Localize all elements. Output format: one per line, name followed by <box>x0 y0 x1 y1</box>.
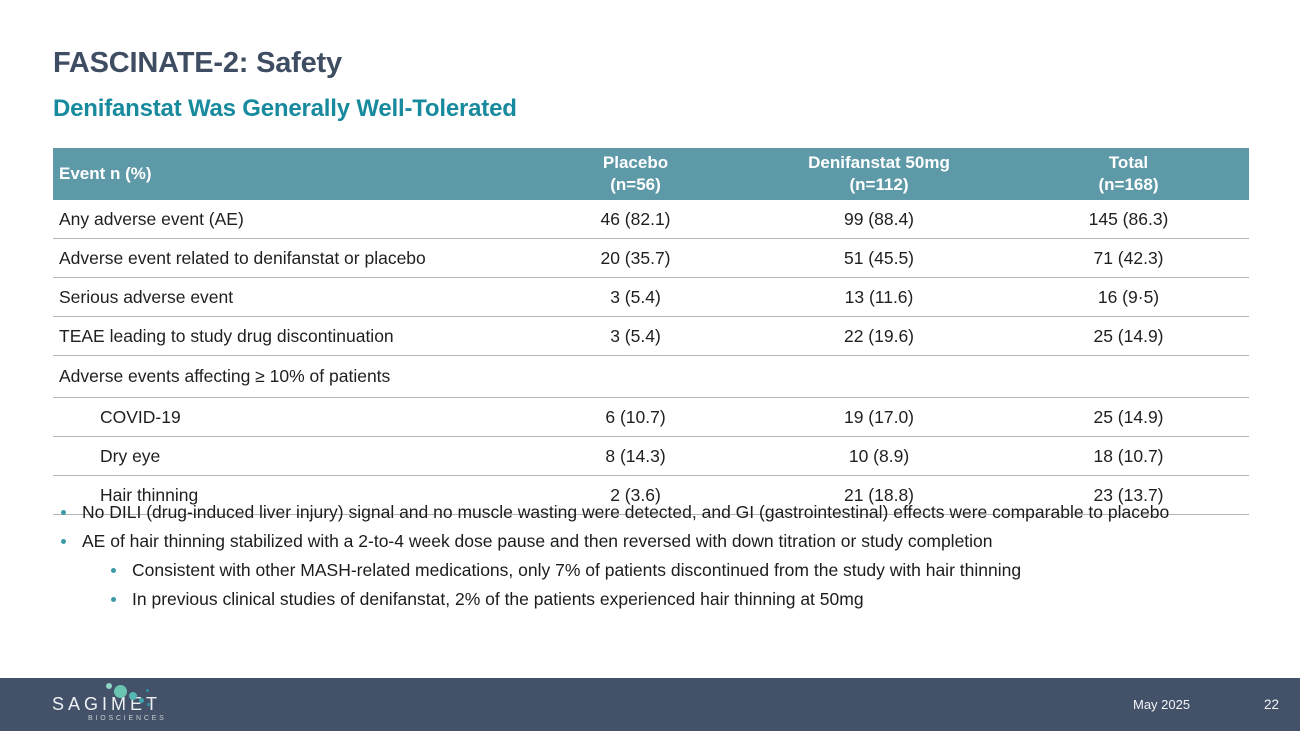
cell-denifanstat: 19 (17.0) <box>750 397 1008 437</box>
column-header-label: Denifanstat 50mg <box>808 153 950 172</box>
cell-denifanstat: 10 (8.9) <box>750 436 1008 476</box>
cell-denifanstat: 99 (88.4) <box>750 200 1008 239</box>
cell-placebo: 46 (82.1) <box>521 200 750 239</box>
cell-event: Dry eye <box>53 436 521 476</box>
cell-total: 145 (86.3) <box>1008 200 1249 239</box>
logo-wordmark: SAGIMET <box>52 694 162 714</box>
cell-denifanstat: 51 (45.5) <box>750 238 1008 278</box>
list-item: In previous clinical studies of denifans… <box>103 585 1263 614</box>
cell-placebo: 2 (3.6) <box>521 475 750 515</box>
list-item: AE of hair thinning stabilized with a 2-… <box>53 527 1263 556</box>
cell-total: 18 (10.7) <box>1008 436 1249 476</box>
list-item-text: In previous clinical studies of denifans… <box>132 589 864 609</box>
cell-total: 25 (14.9) <box>1008 397 1249 437</box>
cell-placebo: 8 (14.3) <box>521 436 750 476</box>
cell-event: COVID-19 <box>53 397 521 437</box>
column-header-denifanstat: Denifanstat 50mg (n=112) <box>750 148 1008 200</box>
slide-subtitle: Denifanstat Was Generally Well-Tolerated <box>53 95 517 122</box>
table-header-row: Event n (%) Placebo (n=56) Denifanstat 5… <box>53 148 1249 200</box>
cell-placebo: 3 (5.4) <box>521 277 750 317</box>
list-item-text: AE of hair thinning stabilized with a 2-… <box>82 531 993 551</box>
bullet-icon <box>61 539 66 544</box>
table-row: Serious adverse event 3 (5.4) 13 (11.6) … <box>53 277 1249 317</box>
cell-placebo: 20 (35.7) <box>521 238 750 278</box>
cell-total: 16 (9·5) <box>1008 277 1249 317</box>
column-header-sub: (n=56) <box>610 175 661 194</box>
cell-denifanstat: 22 (19.6) <box>750 316 1008 356</box>
slide-title: FASCINATE-2: Safety <box>53 47 342 79</box>
page-number: 22 <box>1264 697 1280 712</box>
column-header-label: Placebo <box>602 153 669 172</box>
column-header-event: Event n (%) <box>53 148 521 200</box>
cell-total: 71 (42.3) <box>1008 238 1249 278</box>
cell-event: Adverse event related to denifanstat or … <box>53 238 521 278</box>
table-row: Hair thinning 2 (3.6) 21 (18.8) 23 (13.7… <box>53 475 1249 515</box>
list-item: No DILI (drug-induced liver injury) sign… <box>53 498 1263 527</box>
list-item: Consistent with other MASH-related medic… <box>103 556 1263 585</box>
column-header-total: Total (n=168) <box>1008 148 1249 200</box>
cell-total: 25 (14.9) <box>1008 316 1249 356</box>
column-header-placebo: Placebo (n=56) <box>521 148 750 200</box>
table-header: Event n (%) Placebo (n=56) Denifanstat 5… <box>53 148 1249 200</box>
cell-event: Any adverse event (AE) <box>53 200 521 239</box>
column-header-sub: (n=168) <box>1098 175 1159 194</box>
table-section-row: Adverse events affecting ≥ 10% of patien… <box>53 355 1249 398</box>
table-body: Any adverse event (AE) 46 (82.1) 99 (88.… <box>53 200 1249 515</box>
cell-event: Serious adverse event <box>53 277 521 317</box>
table-row: Dry eye 8 (14.3) 10 (8.9) 18 (10.7) <box>53 436 1249 476</box>
column-header-label: Event n (%) <box>59 164 152 183</box>
cell-section-label: Adverse events affecting ≥ 10% of patien… <box>53 355 1249 398</box>
safety-table: Event n (%) Placebo (n=56) Denifanstat 5… <box>53 148 1249 515</box>
sagimet-logo: SAGIMET BIOSCIENCES <box>52 678 164 731</box>
column-header-sub: (n=112) <box>849 175 909 194</box>
list-item-text: No DILI (drug-induced liver injury) sign… <box>82 502 1170 522</box>
table-row: Adverse event related to denifanstat or … <box>53 238 1249 278</box>
logo-subtext: BIOSCIENCES <box>88 715 167 722</box>
cell-event: Hair thinning <box>53 475 521 515</box>
cell-placebo: 6 (10.7) <box>521 397 750 437</box>
bullet-icon <box>61 510 66 515</box>
table-row: Any adverse event (AE) 46 (82.1) 99 (88.… <box>53 200 1249 239</box>
footer-bar: SAGIMET BIOSCIENCES May 2025 22 <box>0 678 1300 731</box>
list-item-text: Consistent with other MASH-related medic… <box>132 560 1022 580</box>
cell-placebo: 3 (5.4) <box>521 316 750 356</box>
cell-denifanstat: 13 (11.6) <box>750 277 1008 317</box>
slide-date: May 2025 <box>1133 697 1191 712</box>
cell-total: 23 (13.7) <box>1008 475 1249 515</box>
bullet-icon <box>111 597 116 602</box>
bullet-icon <box>111 568 116 573</box>
notes-list: No DILI (drug-induced liver injury) sign… <box>53 498 1263 614</box>
column-header-label: Total <box>1108 153 1149 172</box>
table-row: TEAE leading to study drug discontinuati… <box>53 316 1249 356</box>
cell-event: TEAE leading to study drug discontinuati… <box>53 316 521 356</box>
table-row: COVID-19 6 (10.7) 19 (17.0) 25 (14.9) <box>53 397 1249 437</box>
cell-denifanstat: 21 (18.8) <box>750 475 1008 515</box>
